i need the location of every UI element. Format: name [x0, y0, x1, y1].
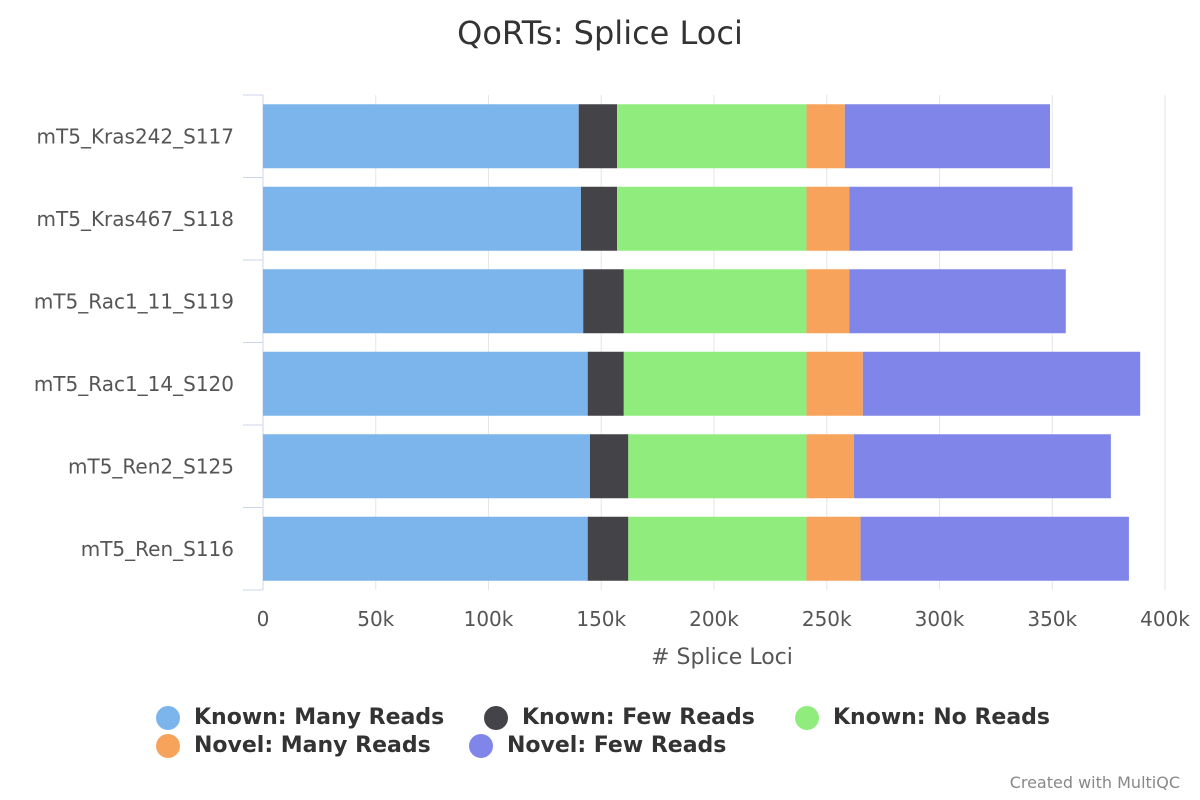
- x-tick-label: 250k: [802, 607, 852, 631]
- bar-segment[interactable]: [623, 351, 807, 416]
- bar-segment[interactable]: [628, 516, 807, 581]
- bar-segment[interactable]: [587, 516, 629, 581]
- bar-segment[interactable]: [578, 104, 618, 169]
- y-category-label: mT5_Rac1_14_S120: [34, 372, 234, 396]
- x-tick-label: 0: [257, 607, 270, 631]
- legend-swatch: [484, 705, 508, 730]
- x-tick-label: 100k: [464, 607, 514, 631]
- bar-segment[interactable]: [806, 351, 863, 416]
- x-tick-label: 50k: [357, 607, 394, 631]
- y-category-label: mT5_Kras467_S118: [37, 207, 234, 231]
- axes: [243, 94, 264, 591]
- bar-segment[interactable]: [263, 104, 579, 169]
- bar-segment[interactable]: [623, 269, 807, 334]
- bar-segment[interactable]: [860, 516, 1129, 581]
- bar-segment[interactable]: [583, 269, 624, 334]
- legend-swatch: [469, 733, 493, 758]
- legend-item-known-no-reads[interactable]: Known: No Reads: [795, 705, 1050, 730]
- bar-segment[interactable]: [263, 351, 588, 416]
- y-category-label: mT5_Ren_S116: [81, 537, 234, 561]
- bar-segment[interactable]: [263, 186, 581, 251]
- grid-lines: [375, 95, 1166, 590]
- y-category-label: mT5_Ren2_S125: [68, 454, 234, 478]
- credits-link[interactable]: Created with MultiQC: [1009, 773, 1180, 792]
- y-category-label: mT5_Rac1_11_S119: [34, 289, 234, 313]
- x-axis-title: # Splice Loci: [651, 645, 793, 670]
- bar-segment[interactable]: [617, 104, 807, 169]
- bar-segment[interactable]: [263, 516, 588, 581]
- legend-label: Novel: Many Reads: [194, 733, 431, 758]
- legend-swatch: [156, 733, 180, 758]
- bar-segment[interactable]: [806, 186, 850, 251]
- chart-title: QoRTs: Splice Loci: [457, 14, 743, 52]
- legend-label: Known: Few Reads: [522, 705, 755, 730]
- bar-segment[interactable]: [806, 104, 845, 169]
- bar-segment[interactable]: [617, 186, 807, 251]
- bar-segment[interactable]: [806, 434, 854, 499]
- bar-segment[interactable]: [844, 104, 1050, 169]
- legend-label: Novel: Few Reads: [507, 733, 727, 758]
- legend-item-known-many-reads[interactable]: Known: Many Reads: [156, 705, 444, 730]
- bar-segment[interactable]: [263, 434, 590, 499]
- x-tick-label: 150k: [576, 607, 626, 631]
- legend-item-novel-few-reads[interactable]: Novel: Few Reads: [469, 733, 726, 758]
- legend-swatch: [156, 705, 180, 730]
- bar-segment[interactable]: [587, 351, 624, 416]
- x-tick-label: 350k: [1027, 607, 1077, 631]
- legend-swatch: [795, 705, 819, 730]
- bars: [263, 104, 1141, 581]
- bar-segment[interactable]: [806, 269, 850, 334]
- bar-segment[interactable]: [589, 434, 629, 499]
- bar-segment[interactable]: [806, 516, 861, 581]
- bar-segment[interactable]: [849, 269, 1066, 334]
- legend-label: Known: No Reads: [833, 705, 1051, 730]
- bar-segment[interactable]: [849, 186, 1073, 251]
- legend-item-known-few-reads[interactable]: Known: Few Reads: [484, 705, 755, 730]
- bar-segment[interactable]: [862, 351, 1141, 416]
- legend-label: Known: Many Reads: [194, 705, 445, 730]
- axis-labels: 0 50k 100k 150k 200k 250k 300k 350k 400k mT5_Kras…: [34, 124, 1190, 631]
- legend-item-novel-many-reads[interactable]: Novel: Many Reads: [156, 733, 431, 758]
- bar-segment[interactable]: [853, 434, 1111, 499]
- x-tick-label: 200k: [689, 607, 739, 631]
- bar-segment[interactable]: [263, 269, 584, 334]
- x-tick-label: 400k: [1140, 607, 1190, 631]
- x-tick-label: 300k: [915, 607, 965, 631]
- bar-segment[interactable]: [628, 434, 807, 499]
- y-category-label: mT5_Kras242_S117: [37, 124, 234, 148]
- bar-segment[interactable]: [580, 186, 618, 251]
